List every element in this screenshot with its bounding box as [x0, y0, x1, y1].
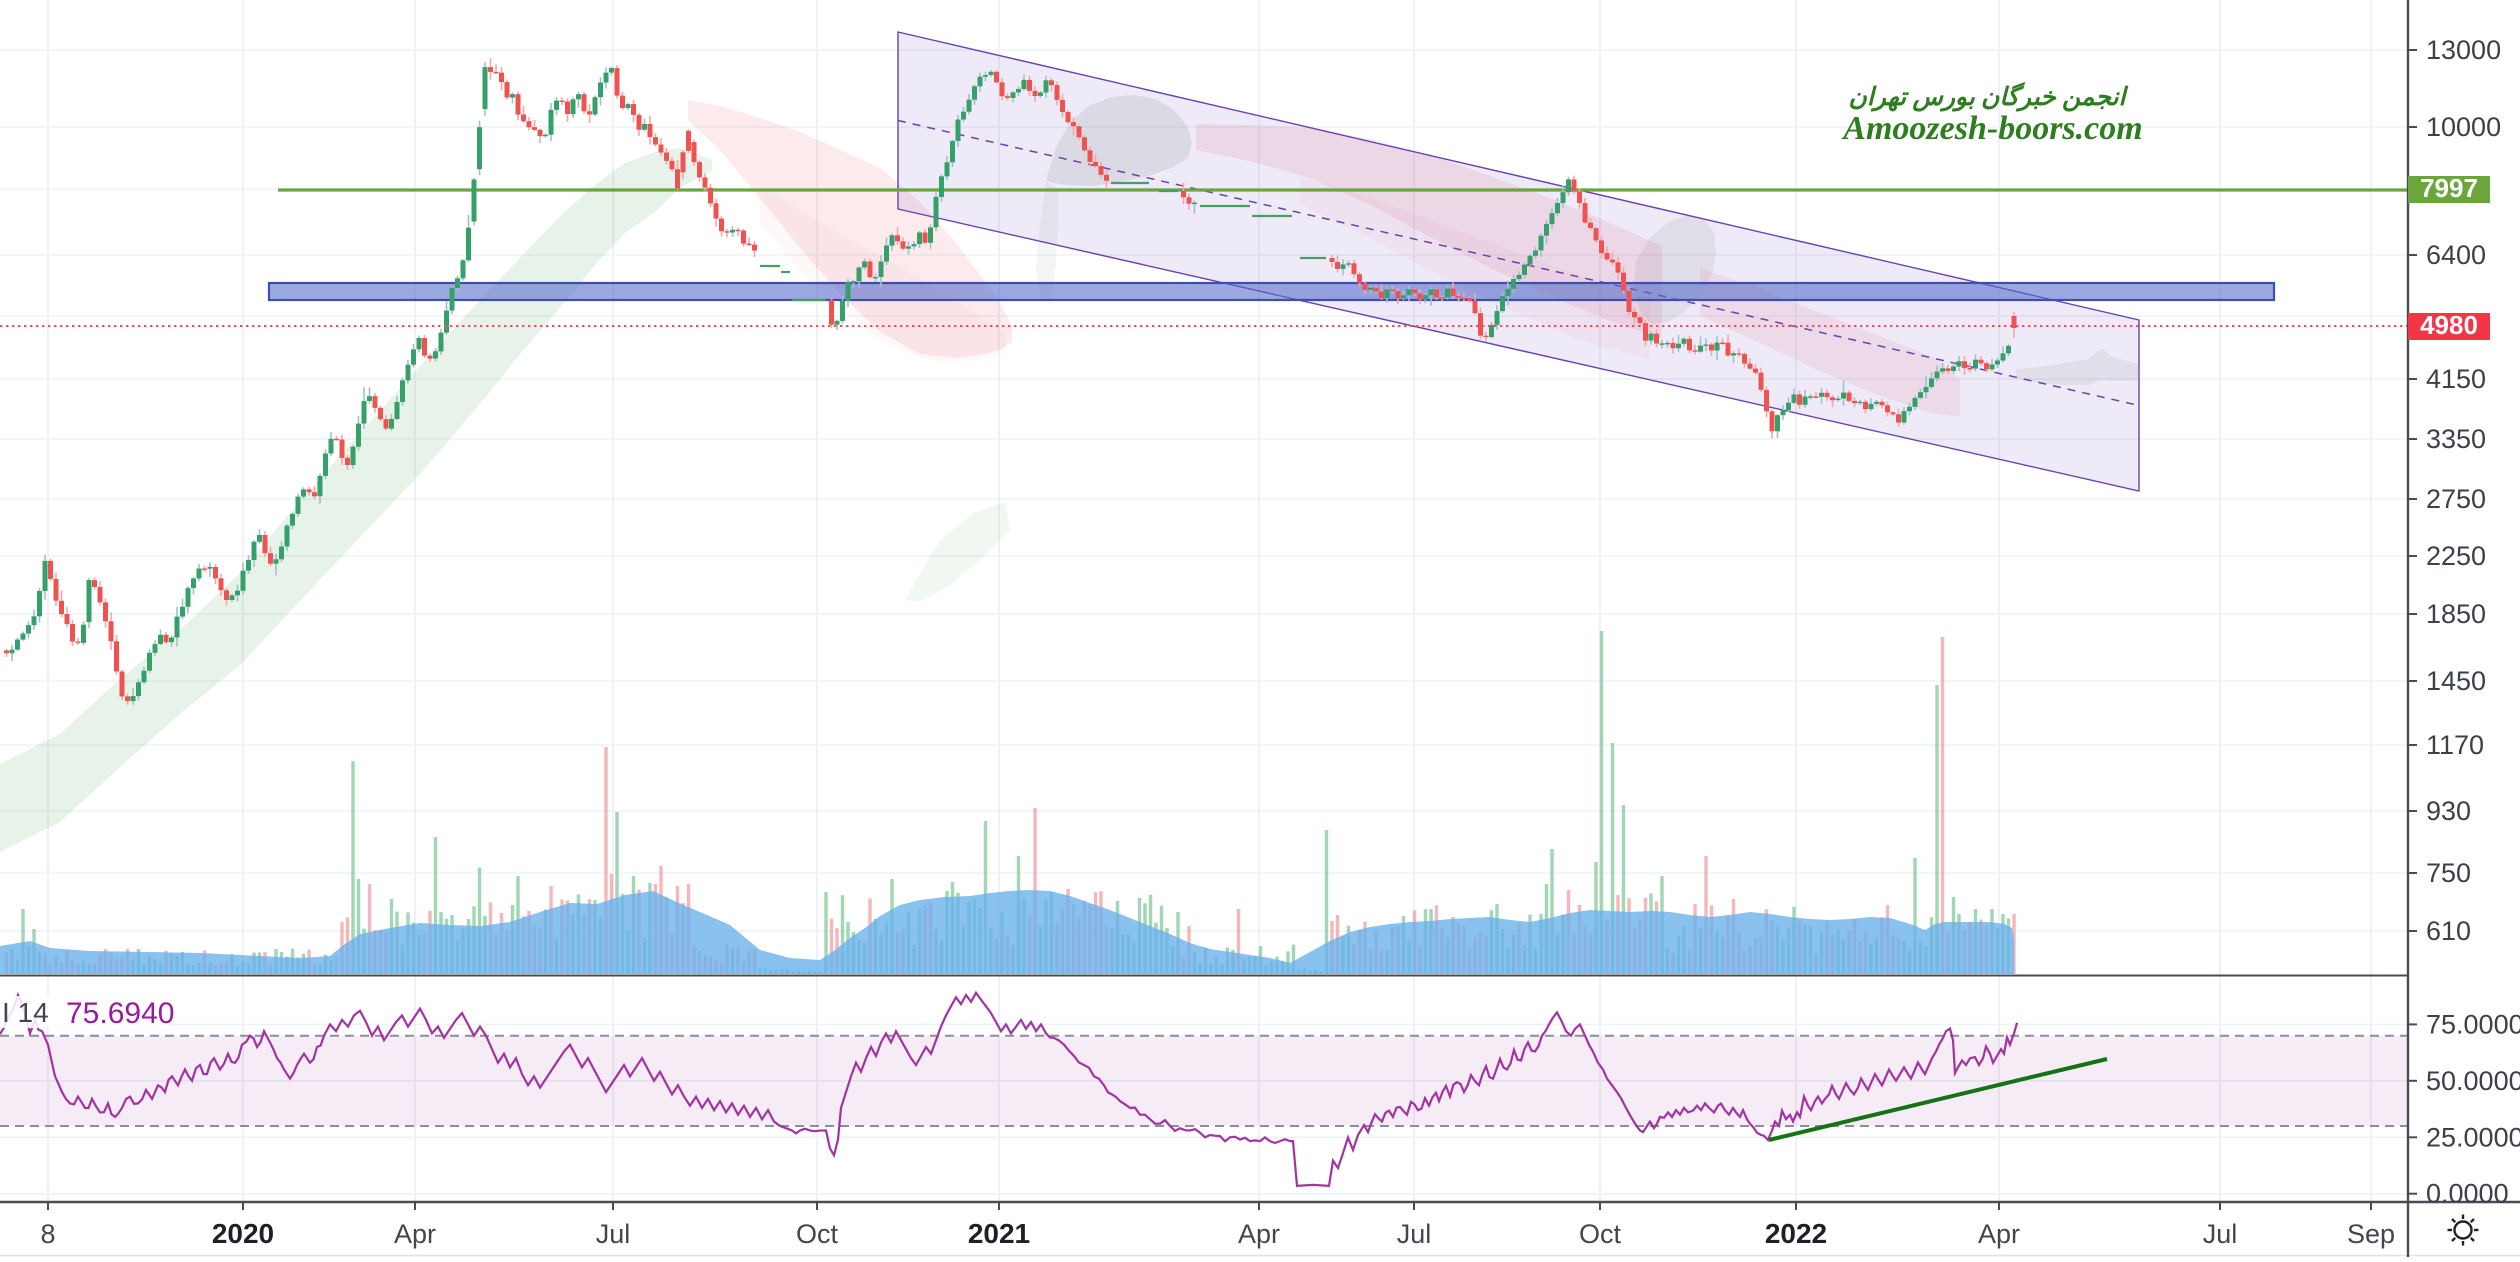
svg-text:610: 610 [2426, 916, 2471, 946]
svg-text:10000: 10000 [2426, 112, 2501, 142]
svg-text:1850: 1850 [2426, 599, 2486, 629]
svg-text:930: 930 [2426, 796, 2471, 826]
svg-text:2021: 2021 [968, 1218, 1030, 1249]
svg-text:75.0000: 75.0000 [2426, 1009, 2520, 1039]
svg-text:Jul: Jul [596, 1219, 631, 1249]
svg-text:13000: 13000 [2426, 35, 2501, 65]
svg-text:2750: 2750 [2426, 484, 2486, 514]
svg-text:Oct: Oct [1579, 1219, 1622, 1249]
svg-text:8: 8 [40, 1219, 55, 1249]
svg-text:0.0000: 0.0000 [2426, 1179, 2509, 1209]
svg-text:Jul: Jul [1397, 1219, 1432, 1249]
svg-text:75.6940: 75.6940 [66, 997, 174, 1030]
svg-text:I 14: I 14 [2, 997, 49, 1028]
svg-text:4980: 4980 [2420, 310, 2478, 340]
svg-text:750: 750 [2426, 858, 2471, 888]
svg-text:1170: 1170 [2426, 730, 2484, 760]
svg-text:6400: 6400 [2426, 240, 2486, 270]
svg-text:Apr: Apr [394, 1219, 436, 1249]
svg-text:4150: 4150 [2426, 364, 2486, 394]
svg-text:انجمن خبرگان بورس تهران: انجمن خبرگان بورس تهران [1849, 81, 2129, 112]
svg-text:Sep: Sep [2347, 1219, 2395, 1249]
svg-text:7997: 7997 [2420, 173, 2478, 203]
svg-text:3350: 3350 [2426, 424, 2486, 454]
svg-text:2022: 2022 [1765, 1218, 1827, 1249]
svg-text:1450: 1450 [2426, 666, 2486, 696]
svg-text:Apr: Apr [1978, 1219, 2020, 1249]
svg-text:50.0000: 50.0000 [2426, 1066, 2520, 1096]
svg-text:Amoozesh-boors.com: Amoozesh-boors.com [1841, 110, 2142, 147]
svg-text:Oct: Oct [796, 1219, 839, 1249]
svg-text:2020: 2020 [212, 1218, 274, 1249]
svg-text:Apr: Apr [1238, 1219, 1280, 1249]
svg-text:25.0000: 25.0000 [2426, 1122, 2520, 1152]
svg-text:Jul: Jul [2203, 1219, 2238, 1249]
svg-text:2250: 2250 [2426, 541, 2486, 571]
